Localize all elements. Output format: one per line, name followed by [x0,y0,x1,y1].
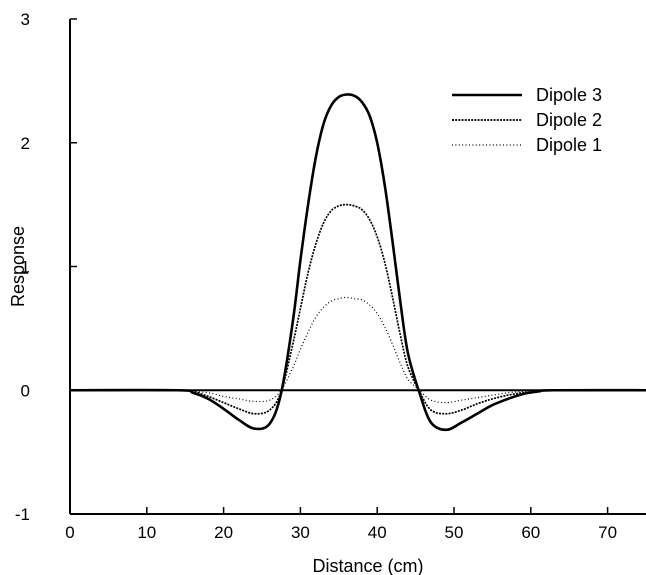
x-tick-label: 40 [368,523,387,542]
series-line-dipole-3 [69,93,646,432]
x-tick-label: 0 [65,523,74,542]
x-tick-label: 50 [445,523,464,542]
y-tick-label: 1 [21,258,30,277]
x-tick-label: 10 [137,523,156,542]
x-tick-label: 60 [521,523,540,542]
legend-label: Dipole 3 [536,85,602,105]
y-tick-label: 2 [21,134,30,153]
legend-label: Dipole 2 [536,110,602,130]
series-line-dipole-2 [69,203,646,415]
y-axis-title: Response [8,226,28,307]
x-tick-label: 70 [598,523,617,542]
x-tick-label: 30 [291,523,310,542]
series-line-dipole-1 [69,296,646,404]
x-axis-title: Distance (cm) [312,556,423,575]
legend-label: Dipole 1 [536,135,602,155]
x-tick-label: 20 [214,523,233,542]
y-tick-label: -1 [15,505,30,524]
y-tick-label: 0 [21,381,30,400]
y-tick-label: 3 [21,10,30,29]
